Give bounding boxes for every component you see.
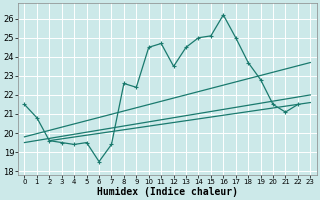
X-axis label: Humidex (Indice chaleur): Humidex (Indice chaleur) bbox=[97, 186, 238, 197]
